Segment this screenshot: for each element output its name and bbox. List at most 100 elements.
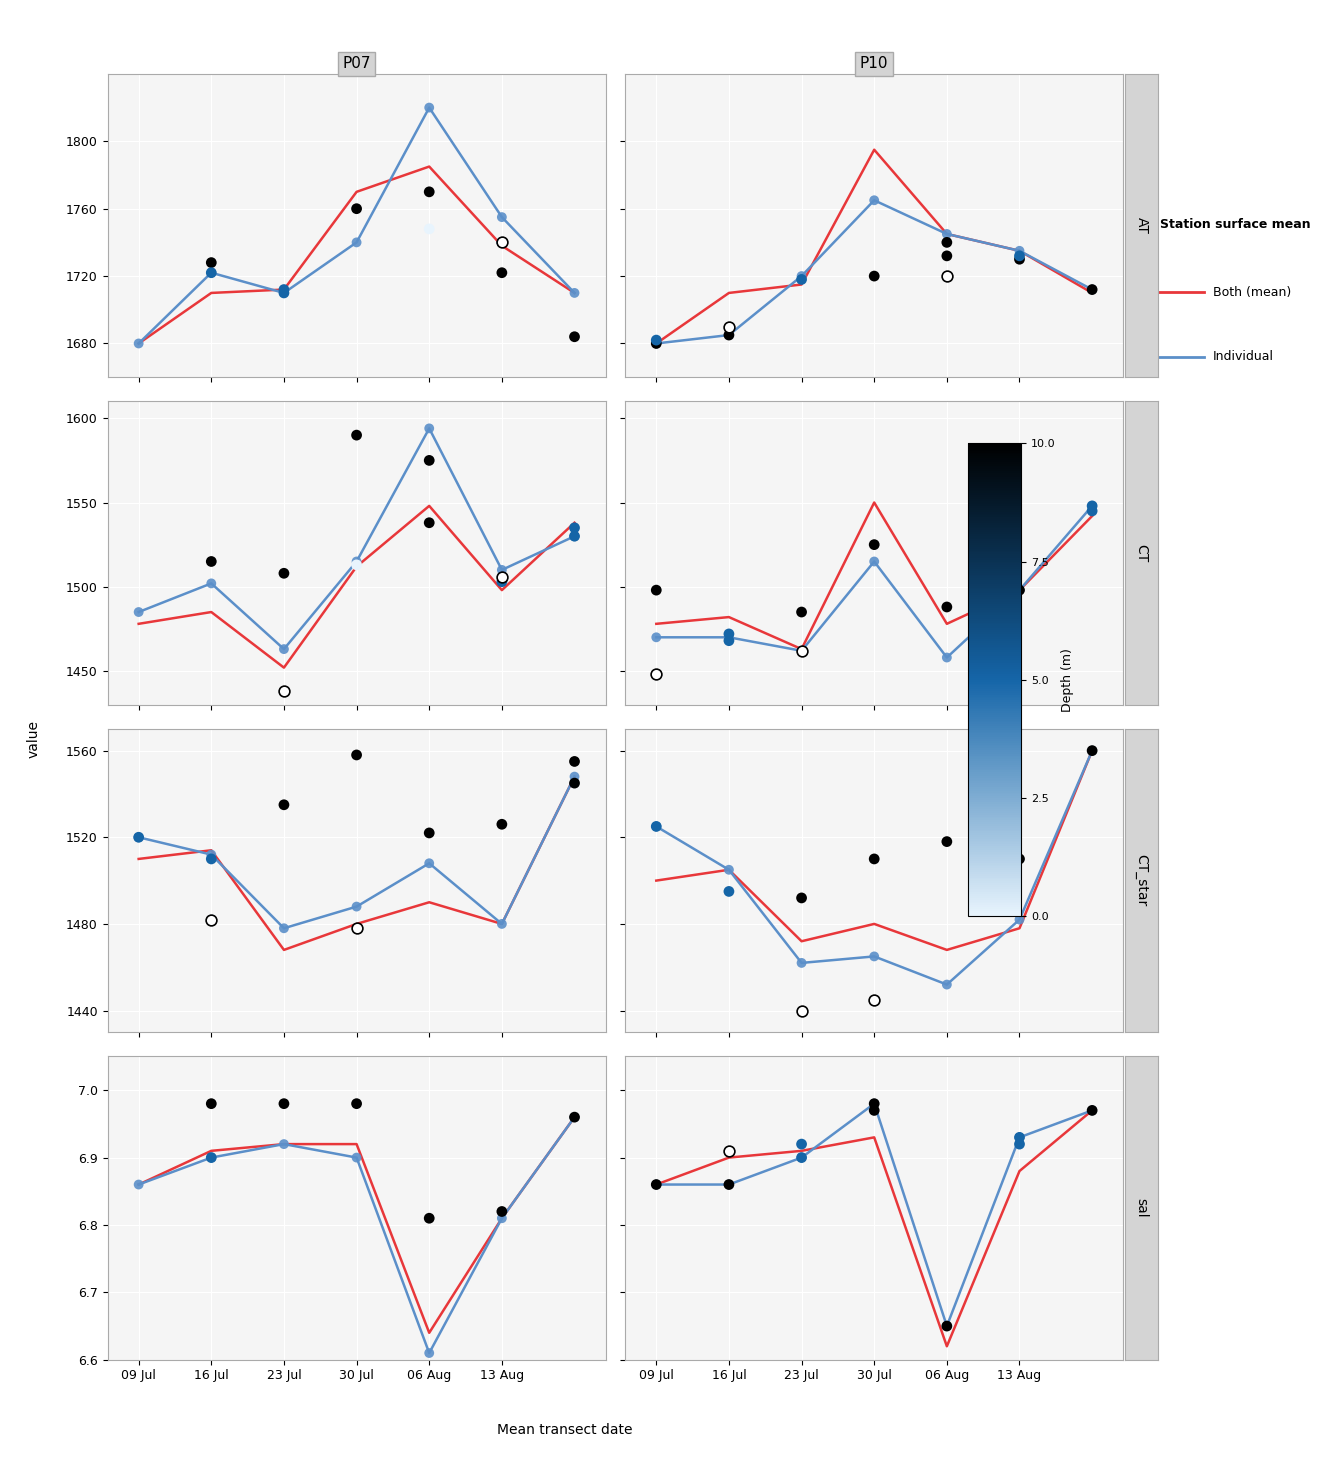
- Point: [491, 813, 512, 837]
- Point: [937, 244, 958, 268]
- Point: [491, 262, 512, 285]
- Point: [1082, 739, 1103, 763]
- Point: [863, 1092, 884, 1116]
- Point: [563, 281, 585, 304]
- Point: [418, 851, 439, 875]
- Point: [790, 950, 812, 974]
- Point: [1082, 278, 1103, 302]
- Text: sal: sal: [1134, 1199, 1148, 1218]
- Point: [273, 916, 294, 940]
- Point: [1009, 1126, 1031, 1150]
- Point: [1009, 907, 1031, 931]
- Point: [937, 222, 958, 245]
- Point: [863, 265, 884, 288]
- Point: [273, 680, 294, 704]
- Point: [491, 559, 512, 582]
- Point: [937, 646, 958, 670]
- Point: [1009, 247, 1031, 270]
- Point: [200, 1145, 222, 1169]
- Text: Station surface mean: Station surface mean: [1160, 219, 1310, 231]
- Point: [645, 662, 667, 686]
- Point: [200, 262, 222, 285]
- Point: [863, 847, 884, 871]
- Point: [645, 578, 667, 602]
- Point: [718, 622, 739, 646]
- Point: [718, 879, 739, 903]
- Point: [1082, 278, 1103, 302]
- Point: [937, 1314, 958, 1338]
- Point: [645, 814, 667, 838]
- Point: [1082, 1098, 1103, 1122]
- Point: [200, 907, 222, 931]
- Point: [273, 281, 294, 304]
- Point: [937, 973, 958, 996]
- Point: [937, 231, 958, 254]
- Point: [418, 217, 439, 241]
- Point: [345, 423, 367, 446]
- Point: [790, 1132, 812, 1156]
- Point: [273, 278, 294, 302]
- Point: [200, 572, 222, 596]
- Point: [1082, 500, 1103, 523]
- Point: [200, 1145, 222, 1169]
- Point: [645, 1172, 667, 1196]
- Point: [563, 1106, 585, 1129]
- Point: [645, 1172, 667, 1196]
- Point: [418, 96, 439, 120]
- Title: P07: P07: [343, 56, 371, 71]
- Point: [128, 331, 149, 355]
- Point: [491, 231, 512, 254]
- Text: AT: AT: [1134, 217, 1148, 234]
- Point: [563, 516, 585, 539]
- Point: [790, 268, 812, 291]
- Point: [863, 188, 884, 211]
- Point: [937, 1314, 958, 1338]
- Point: [345, 894, 367, 918]
- Text: Both (mean): Both (mean): [1212, 287, 1290, 299]
- Point: [1082, 494, 1103, 517]
- Point: [491, 566, 512, 590]
- Point: [418, 180, 439, 204]
- Point: [718, 1172, 739, 1196]
- Point: [345, 553, 367, 576]
- Point: [418, 822, 439, 845]
- Y-axis label: Depth (m): Depth (m): [1062, 647, 1074, 712]
- Point: [345, 1092, 367, 1116]
- Point: [491, 565, 512, 588]
- Point: [863, 987, 884, 1011]
- Point: [863, 550, 884, 573]
- Point: [273, 794, 294, 817]
- Point: [491, 205, 512, 229]
- Point: [1009, 1132, 1031, 1156]
- Point: [1009, 1126, 1031, 1150]
- Point: [863, 1092, 884, 1116]
- Point: [418, 449, 439, 473]
- Point: [790, 638, 812, 662]
- Point: [718, 315, 739, 338]
- Point: [418, 511, 439, 535]
- Point: [937, 265, 958, 288]
- Point: [345, 197, 367, 220]
- Point: [345, 916, 367, 940]
- Point: [1082, 494, 1103, 517]
- Point: [1009, 847, 1031, 871]
- Point: [718, 1140, 739, 1163]
- Point: [418, 417, 439, 440]
- Point: [1082, 739, 1103, 763]
- Point: [273, 637, 294, 661]
- Point: [645, 331, 667, 355]
- Point: [718, 1172, 739, 1196]
- Point: [790, 887, 812, 910]
- Point: [1009, 239, 1031, 263]
- Text: CT_star: CT_star: [1134, 854, 1148, 906]
- Point: [937, 829, 958, 853]
- Point: [863, 532, 884, 556]
- Point: [790, 265, 812, 288]
- Point: [273, 1092, 294, 1116]
- Point: [645, 331, 667, 355]
- Point: [128, 825, 149, 848]
- Point: [128, 600, 149, 624]
- Title: P10: P10: [860, 56, 888, 71]
- Point: [200, 842, 222, 866]
- Point: [1009, 578, 1031, 602]
